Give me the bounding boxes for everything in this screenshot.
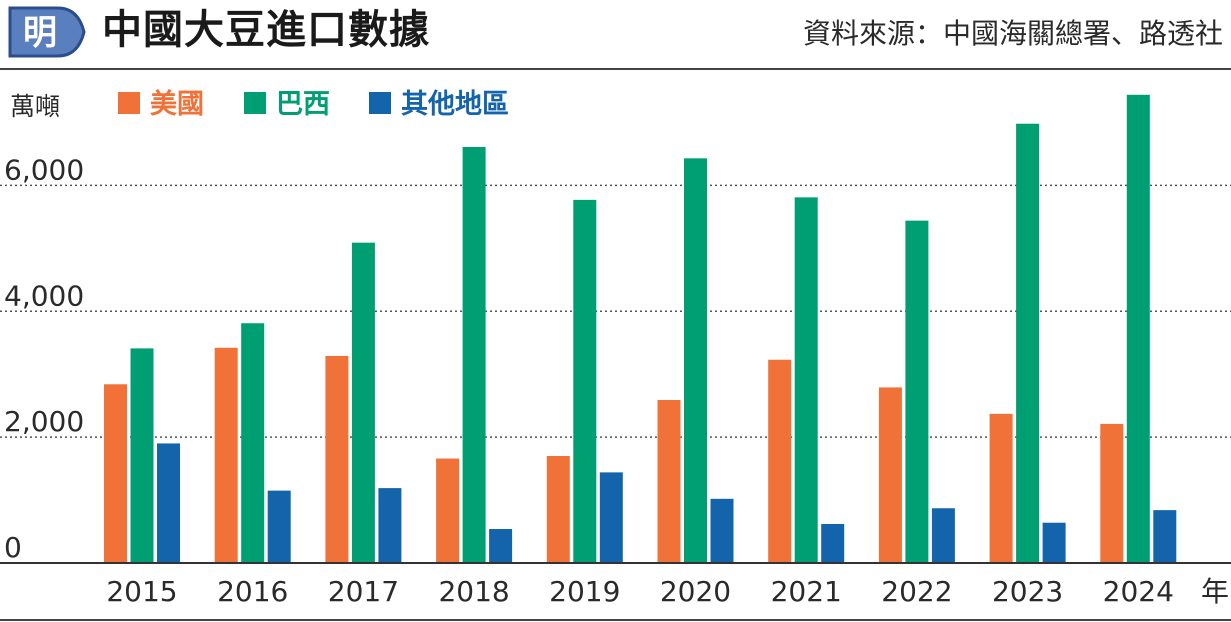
bar-巴西-2019 [573,199,597,563]
bar-其他地區-2022 [931,508,955,563]
legend-label-美國: 美國 [150,88,204,120]
bar-美國-2020 [657,400,681,563]
legend-label-其他地區: 其他地區 [401,89,509,120]
x-tick-label: 2021 [771,575,842,608]
page-title: 中國大豆進口數據 [102,7,430,53]
legend-swatch-巴西 [244,92,266,114]
bar-其他地區-2019 [599,472,623,563]
legend-swatch-美國 [118,92,140,114]
bar-其他地區-2017 [378,488,402,563]
bar-巴西-2022 [905,220,929,563]
bar-巴西-2020 [684,158,707,563]
bar-巴西-2017 [351,242,375,564]
header-divider [0,68,1231,70]
y-tick-label: 4,000 [4,279,84,312]
y-tick-label: 0 [4,531,22,564]
x-tick-label: 2015 [106,575,177,608]
bar-其他地區-2015 [157,443,180,563]
bar-巴西-2016 [241,323,265,563]
bar-美國-2024 [1100,423,1124,563]
bar-美國-2021 [768,359,792,563]
legend-label-巴西: 巴西 [276,89,330,120]
footer-divider [0,619,1231,621]
bar-其他地區-2021 [821,523,845,563]
bar-其他地區-2016 [267,490,291,563]
x-tick-label: 2020 [660,575,731,608]
bar-其他地區-2024 [1153,510,1177,563]
bar-美國-2015 [104,384,127,563]
bar-巴西-2018 [462,147,486,563]
bar-其他地區-2020 [710,498,734,563]
bar-其他地區-2018 [489,529,513,563]
bar-巴西-2023 [1016,123,1040,563]
legend-swatch-其他地區 [369,92,391,114]
y-unit-label: 萬噸 [10,92,60,121]
bar-美國-2018 [436,458,460,563]
bar-美國-2023 [989,413,1013,563]
bar-美國-2019 [546,456,570,563]
x-unit-label: 年 [1201,575,1229,608]
bar-巴西-2024 [1126,94,1150,563]
bar-美國-2016 [214,347,238,563]
bar-美國-2017 [325,355,349,563]
bar-巴西-2021 [794,197,818,563]
y-tick-label: 6,000 [4,153,84,186]
x-tick-label: 2017 [328,575,399,608]
x-tick-label: 2022 [881,575,952,608]
bar-巴西-2015 [130,348,154,563]
x-tick-label: 2016 [217,575,288,608]
y-tick-label: 2,000 [4,405,84,438]
x-tick-label: 2024 [1103,575,1174,608]
source-note: 資料來源：中國海關總署、路透社 [802,17,1223,50]
x-tick-label: 2023 [992,575,1063,608]
bar-美國-2022 [878,387,902,563]
x-tick-label: 2018 [438,575,509,608]
logo-char: 明 [23,13,57,53]
bar-其他地區-2023 [1042,522,1066,563]
logo: 明 [6,2,90,62]
x-tick-label: 2019 [549,575,620,608]
